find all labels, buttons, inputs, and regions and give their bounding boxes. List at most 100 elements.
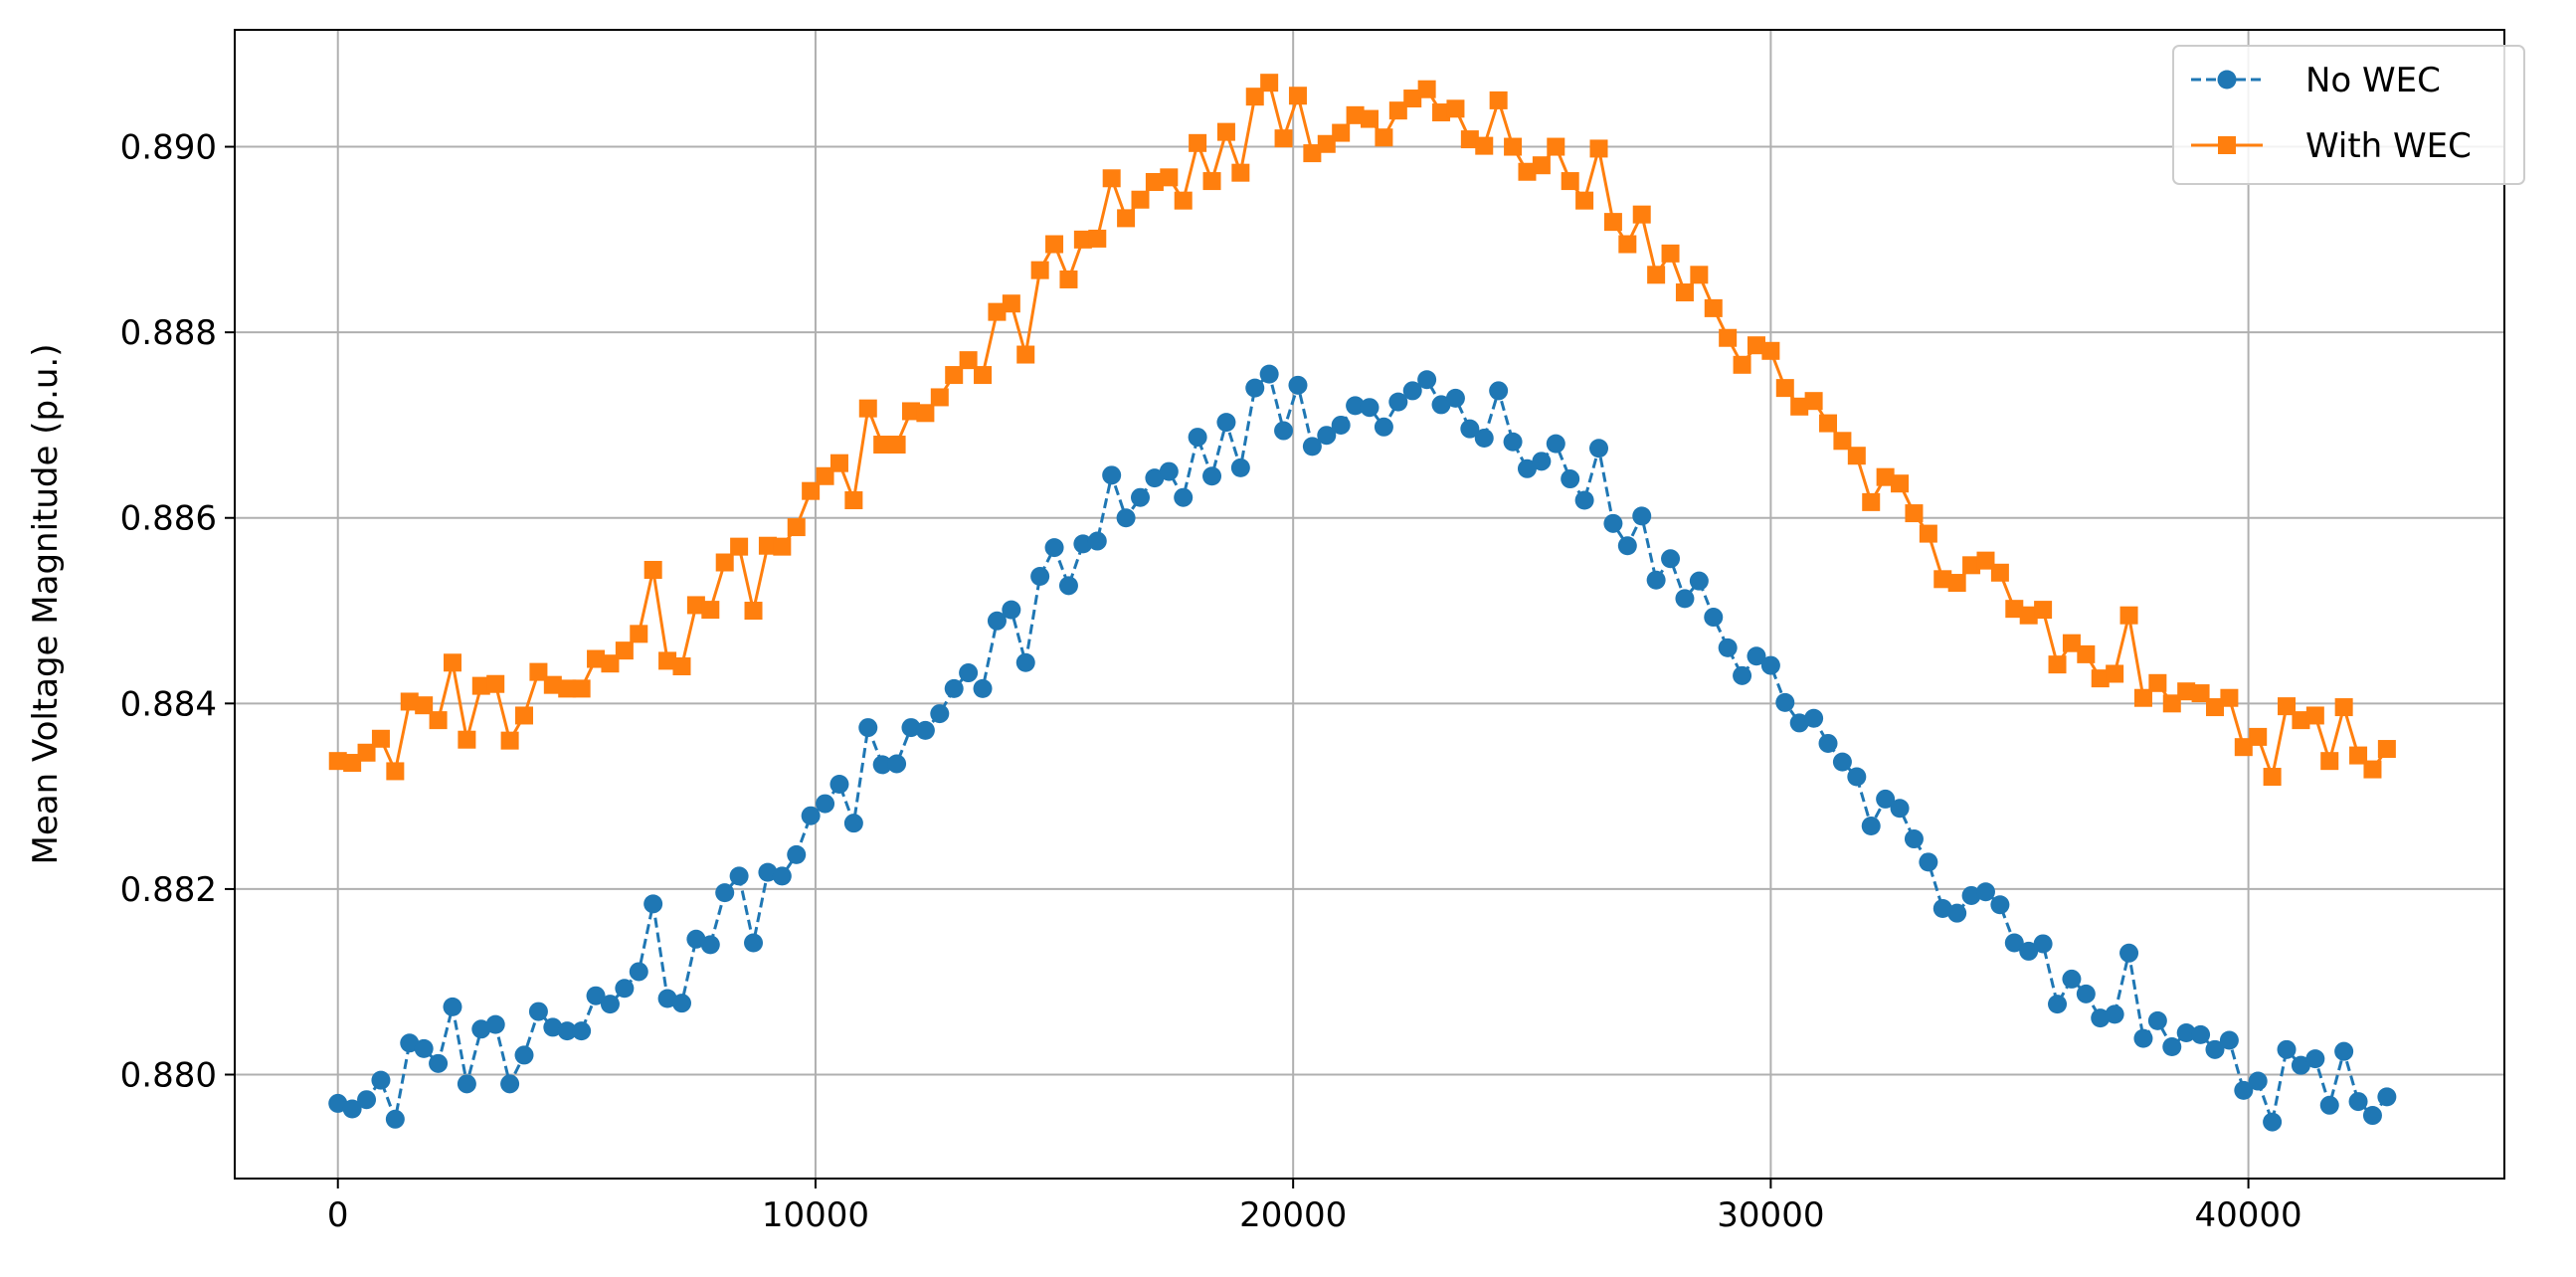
data-point (2291, 1055, 2310, 1075)
legend-label: With WEC (2305, 126, 2472, 166)
data-point (887, 754, 907, 774)
data-point (1704, 608, 1724, 628)
data-point (1891, 474, 1910, 493)
legend-item-with-wec: With WEC (2191, 126, 2472, 166)
data-point (987, 611, 1007, 631)
data-point (844, 491, 863, 510)
data-point (816, 794, 835, 814)
data-point (1990, 563, 2009, 582)
data-point (515, 706, 534, 725)
data-point (1589, 139, 1608, 158)
legend-label: No WEC (2305, 61, 2441, 100)
data-point (2019, 941, 2039, 961)
data-point (2191, 1024, 2211, 1044)
data-point (557, 1021, 577, 1041)
data-point (2176, 1023, 2196, 1043)
data-point (500, 1074, 520, 1094)
data-point (2147, 1010, 2167, 1030)
data-point (1216, 413, 1236, 433)
data-point (2292, 711, 2310, 730)
data-point (1775, 692, 1795, 712)
data-point (1361, 109, 1379, 128)
data-point (1975, 882, 1995, 902)
data-point (371, 1070, 391, 1090)
data-point (686, 596, 705, 615)
series-line-no-wec (337, 372, 2389, 1124)
data-point (887, 436, 906, 455)
data-point (744, 602, 763, 621)
data-point (1876, 467, 1895, 486)
series-layer (328, 74, 2397, 1132)
data-point (1617, 536, 1637, 556)
data-point (1661, 549, 1681, 569)
data-point (1575, 191, 1594, 210)
x-tick-label: 20000 (1239, 1195, 1347, 1235)
data-point (1689, 571, 1709, 591)
data-point (901, 718, 921, 738)
data-point (1230, 457, 1250, 477)
data-point (328, 752, 347, 771)
data-point (730, 537, 749, 556)
data-point (1102, 169, 1121, 188)
data-point (1847, 767, 1867, 787)
data-point (1632, 506, 1652, 526)
data-point (758, 862, 778, 882)
data-point (2205, 698, 2224, 717)
data-point (1947, 903, 1967, 923)
data-point (1417, 80, 1436, 98)
data-point (2319, 1095, 2339, 1115)
data-point (1618, 235, 1637, 254)
data-point (1761, 341, 1780, 360)
data-point (1002, 600, 1021, 620)
data-point (1088, 229, 1107, 248)
y-tick-label: 0.890 (120, 128, 217, 168)
series-with-wec (328, 74, 2396, 787)
data-point (1288, 375, 1308, 395)
data-point (1375, 128, 1393, 147)
data-point (1632, 205, 1651, 224)
data-point (787, 518, 806, 537)
grid (235, 30, 2504, 1179)
data-point (1087, 531, 1107, 551)
data-point (1932, 899, 1952, 919)
data-point (1690, 266, 1709, 284)
data-point (1532, 452, 1552, 471)
data-point (1760, 655, 1780, 675)
data-point (1804, 392, 1823, 411)
legend-box (2172, 45, 2525, 185)
data-point (644, 894, 663, 914)
data-point (2263, 1112, 2283, 1132)
plot-frame (234, 29, 2505, 1180)
data-point (1346, 396, 1366, 416)
data-point (2119, 606, 2138, 625)
data-point (671, 994, 691, 1013)
data-point (1015, 652, 1035, 672)
data-point (529, 662, 548, 681)
data-point (1073, 534, 1093, 554)
data-point (471, 676, 490, 695)
data-point (1045, 235, 1064, 254)
data-point (1417, 370, 1437, 390)
data-point (1819, 414, 1838, 433)
data-point (1245, 88, 1264, 106)
data-point (386, 762, 405, 781)
data-point (2076, 984, 2096, 1003)
data-point (1388, 392, 1408, 412)
data-point (1145, 173, 1164, 192)
data-point (1102, 465, 1122, 485)
data-point (371, 729, 390, 748)
data-point (672, 657, 691, 676)
data-point (615, 641, 634, 660)
data-point (1475, 136, 1494, 155)
data-point (787, 844, 807, 864)
data-point (959, 351, 978, 370)
data-point (2133, 1028, 2153, 1048)
data-point (843, 814, 863, 833)
data-point (1675, 589, 1695, 609)
data-point (1331, 415, 1351, 435)
data-point (572, 1021, 592, 1041)
data-point (2005, 600, 2024, 619)
data-point (1876, 789, 1896, 809)
data-point (1116, 508, 1136, 528)
